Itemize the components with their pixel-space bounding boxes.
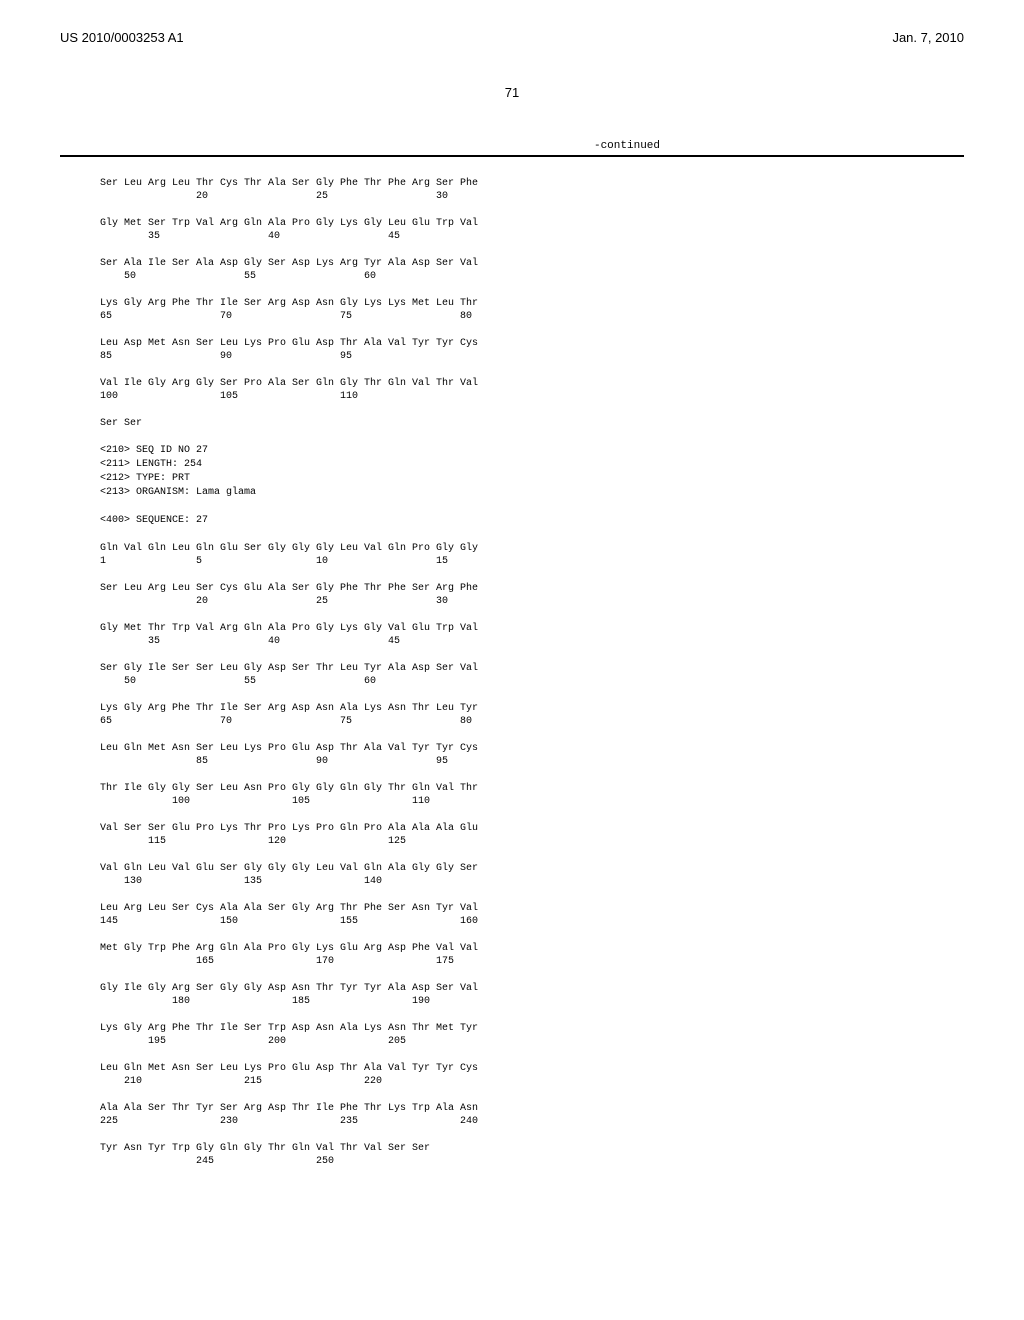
sequence-row: Val Gln Leu Val Glu Ser Gly Gly Gly Leu … [60, 862, 964, 888]
sequence-row: Ser Ala Ile Ser Ala Asp Gly Ser Asp Lys … [60, 257, 964, 283]
sequence-row: Leu Asp Met Asn Ser Leu Lys Pro Glu Asp … [60, 337, 964, 363]
sequence-row: Ser Gly Ile Ser Ser Leu Gly Asp Ser Thr … [60, 662, 964, 688]
sequence-row: Thr Ile Gly Gly Ser Leu Asn Pro Gly Gly … [60, 782, 964, 808]
sequence-row: Gly Met Ser Trp Val Arg Gln Ala Pro Gly … [60, 217, 964, 243]
publication-number: US 2010/0003253 A1 [60, 30, 184, 45]
sequence-row: Val Ser Ser Glu Pro Lys Thr Pro Lys Pro … [60, 822, 964, 848]
sequence-row: Ser Ser [60, 417, 964, 430]
page-number: 71 [60, 85, 964, 100]
publication-date: Jan. 7, 2010 [892, 30, 964, 45]
sequence-metadata: <210> SEQ ID NO 27 <211> LENGTH: 254 <21… [60, 444, 964, 500]
sequence-row: Lys Gly Arg Phe Thr Ile Ser Arg Asp Asn … [60, 297, 964, 323]
sequence-row: Leu Gln Met Asn Ser Leu Lys Pro Glu Asp … [60, 1062, 964, 1088]
sequence-label: <400> SEQUENCE: 27 [60, 514, 964, 528]
sequence-row: Gln Val Gln Leu Gln Glu Ser Gly Gly Gly … [60, 542, 964, 568]
sequence-row: Leu Gln Met Asn Ser Leu Lys Pro Glu Asp … [60, 742, 964, 768]
page-header: US 2010/0003253 A1 Jan. 7, 2010 [60, 30, 964, 45]
continued-label: -continued [60, 140, 964, 152]
sequence-row: Val Ile Gly Arg Gly Ser Pro Ala Ser Gln … [60, 377, 964, 403]
sequence-row: Ala Ala Ser Thr Tyr Ser Arg Asp Thr Ile … [60, 1102, 964, 1128]
sequence-row: Tyr Asn Tyr Trp Gly Gln Gly Thr Gln Val … [60, 1142, 964, 1168]
sequence-row: Lys Gly Arg Phe Thr Ile Ser Arg Asp Asn … [60, 702, 964, 728]
sequence-row: Gly Ile Gly Arg Ser Gly Gly Asp Asn Thr … [60, 982, 964, 1008]
divider [60, 155, 964, 157]
sequence-row: Gly Met Thr Trp Val Arg Gln Ala Pro Gly … [60, 622, 964, 648]
sequence-row: Leu Arg Leu Ser Cys Ala Ala Ser Gly Arg … [60, 902, 964, 928]
sequence-row: Met Gly Trp Phe Arg Gln Ala Pro Gly Lys … [60, 942, 964, 968]
sequence-row: Ser Leu Arg Leu Thr Cys Thr Ala Ser Gly … [60, 177, 964, 203]
sequence-row: Ser Leu Arg Leu Ser Cys Glu Ala Ser Gly … [60, 582, 964, 608]
sequence-row: Lys Gly Arg Phe Thr Ile Ser Trp Asp Asn … [60, 1022, 964, 1048]
